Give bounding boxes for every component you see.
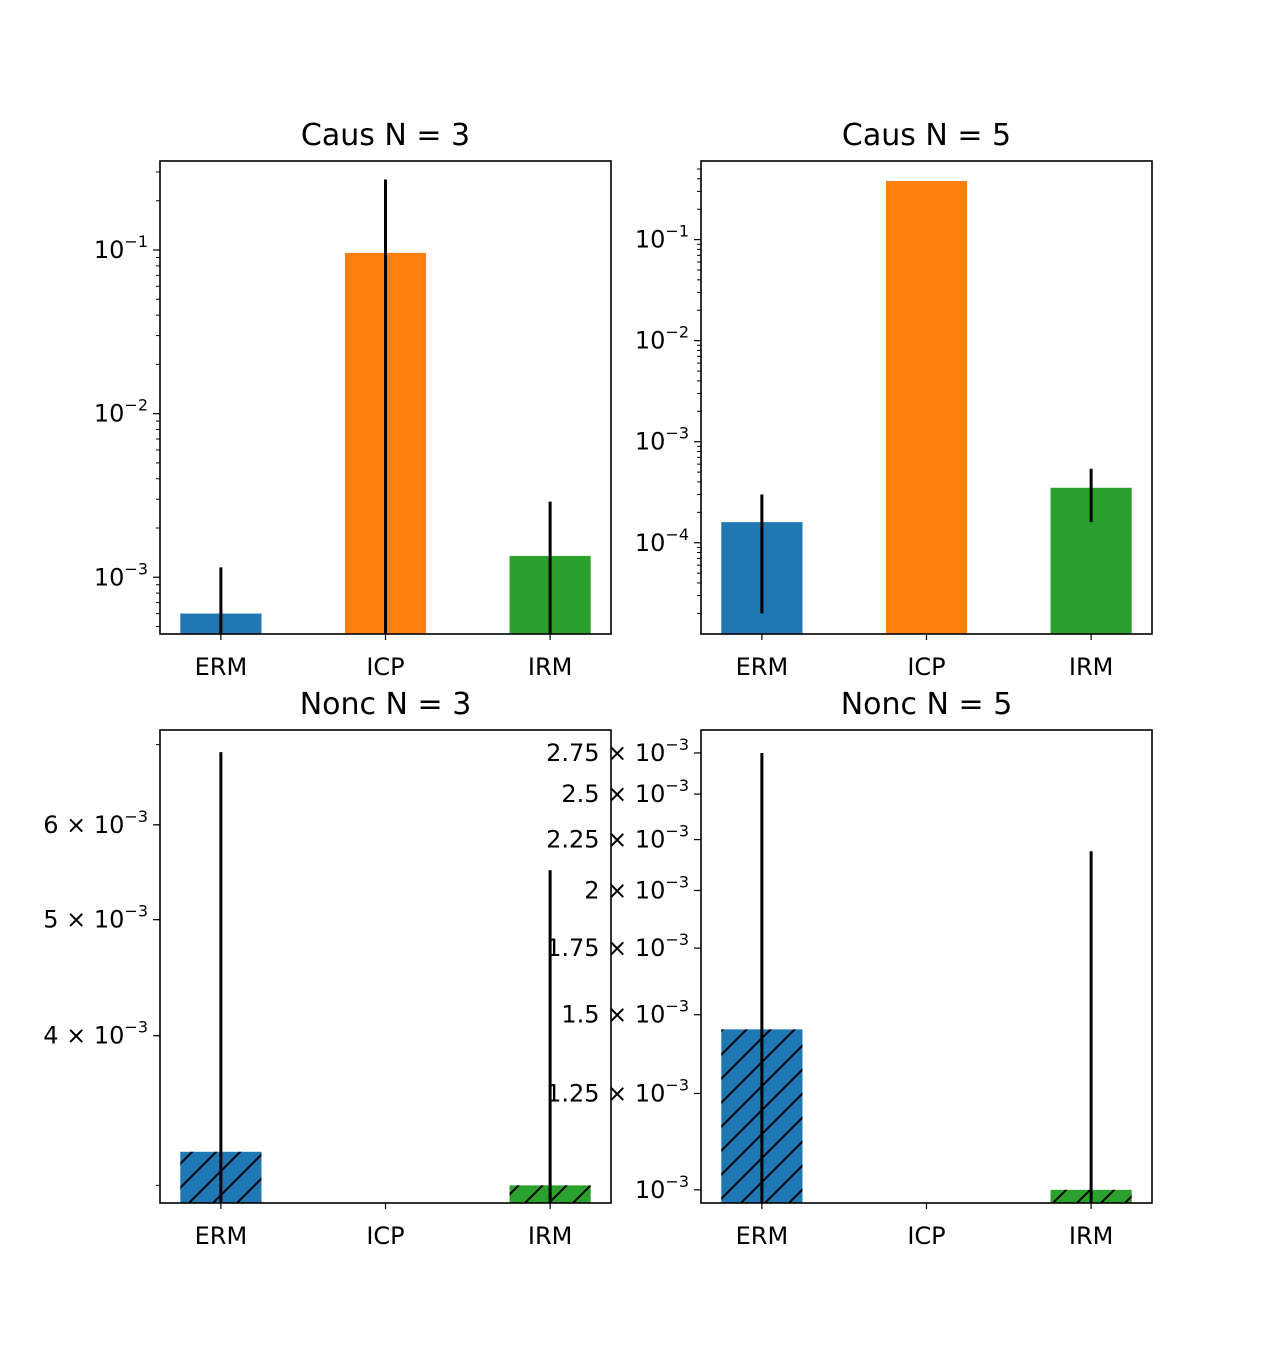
chart-panel-4: Nonc N = 5 ERM ICP IRM 2.75 × 10−3 2.5 × 10−3…	[546, 687, 1153, 1250]
bar-icp	[885, 181, 968, 634]
y-tick-label: 2.75 × 10−3	[546, 735, 689, 767]
y-tick-label: 1.5 × 10−3	[561, 997, 689, 1029]
y-tick-label: 2.25 × 10−3	[546, 822, 689, 854]
chart-title: Nonc N = 5	[841, 687, 1013, 722]
axes-frame	[700, 160, 1153, 635]
x-tick-label: ICP	[907, 1222, 945, 1250]
y-tick-label: 2.5 × 10−3	[561, 776, 689, 808]
y-tick-label: 10−2	[94, 396, 148, 428]
x-tick-label: ICP	[366, 653, 404, 681]
chart-title: Caus N = 5	[842, 118, 1011, 153]
x-tick-label: ERM	[195, 1222, 248, 1250]
y-tick-label: 10−4	[635, 525, 689, 557]
x-tick-label: ICP	[366, 1222, 404, 1250]
x-tick-label: ERM	[736, 1222, 789, 1250]
y-tick-label: 10−1	[94, 232, 148, 264]
chart-title: Caus N = 3	[301, 118, 470, 153]
x-tick-label: ERM	[195, 653, 248, 681]
chart-panel-1: Caus N = 3 ERM ICP IRM 10−1 10−2 10−3	[94, 118, 612, 681]
chart-title: Nonc N = 3	[300, 687, 472, 722]
y-tick-label: 4 × 10−3	[43, 1018, 148, 1050]
axes-frame	[700, 729, 1153, 1204]
x-tick-label: ERM	[736, 653, 789, 681]
y-tick-label: 10−2	[635, 323, 689, 355]
y-tick-label: 10−3	[94, 559, 148, 591]
y-tick-label: 1.25 × 10−3	[546, 1075, 689, 1107]
x-tick-label: IRM	[528, 653, 572, 681]
y-tick-label: 2 × 10−3	[584, 872, 689, 904]
x-tick-label: IRM	[1069, 1222, 1113, 1250]
y-tick-label: 10−3	[635, 424, 689, 456]
y-tick-label: 10−3	[635, 1172, 689, 1204]
axes-frame	[159, 729, 612, 1204]
y-tick-label: 1.75 × 10−3	[546, 930, 689, 962]
x-tick-label: IRM	[528, 1222, 572, 1250]
y-tick-label: 6 × 10−3	[43, 807, 148, 839]
axes-frame	[159, 160, 612, 635]
y-tick-label: 5 × 10−3	[43, 902, 148, 934]
y-tick-label: 10−1	[635, 222, 689, 254]
chart-panel-2: Caus N = 5 ERM ICP IRM 10−1 10−2 10−3 10−4	[635, 118, 1153, 681]
x-tick-label: IRM	[1069, 653, 1113, 681]
chart-panel-3: Nonc N = 3 ERM ICP IRM 6 × 10−3 5 × 10−3 4 × 1…	[43, 687, 612, 1250]
x-tick-label: ICP	[907, 653, 945, 681]
